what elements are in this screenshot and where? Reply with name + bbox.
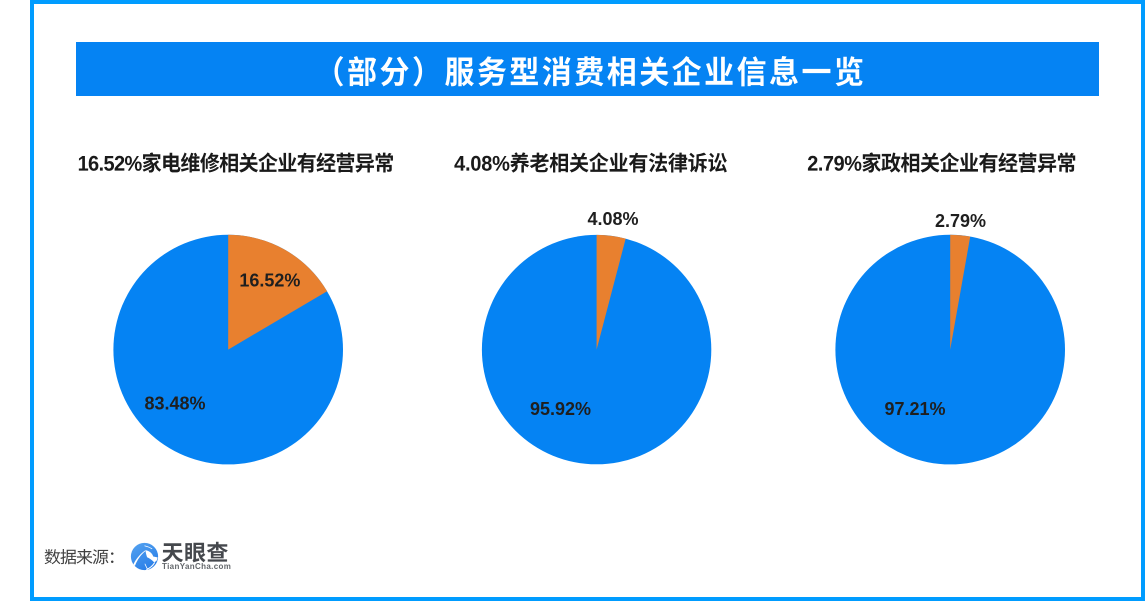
svg-text:2.79%: 2.79%: [935, 211, 986, 231]
svg-text:95.92%: 95.92%: [530, 399, 591, 419]
svg-text:4.08%: 4.08%: [587, 209, 638, 229]
svg-text:TianYanCha.com: TianYanCha.com: [162, 562, 231, 571]
svg-text:16.52%: 16.52%: [239, 270, 300, 290]
svg-text:83.48%: 83.48%: [144, 393, 205, 413]
svg-text:97.21%: 97.21%: [884, 399, 945, 419]
